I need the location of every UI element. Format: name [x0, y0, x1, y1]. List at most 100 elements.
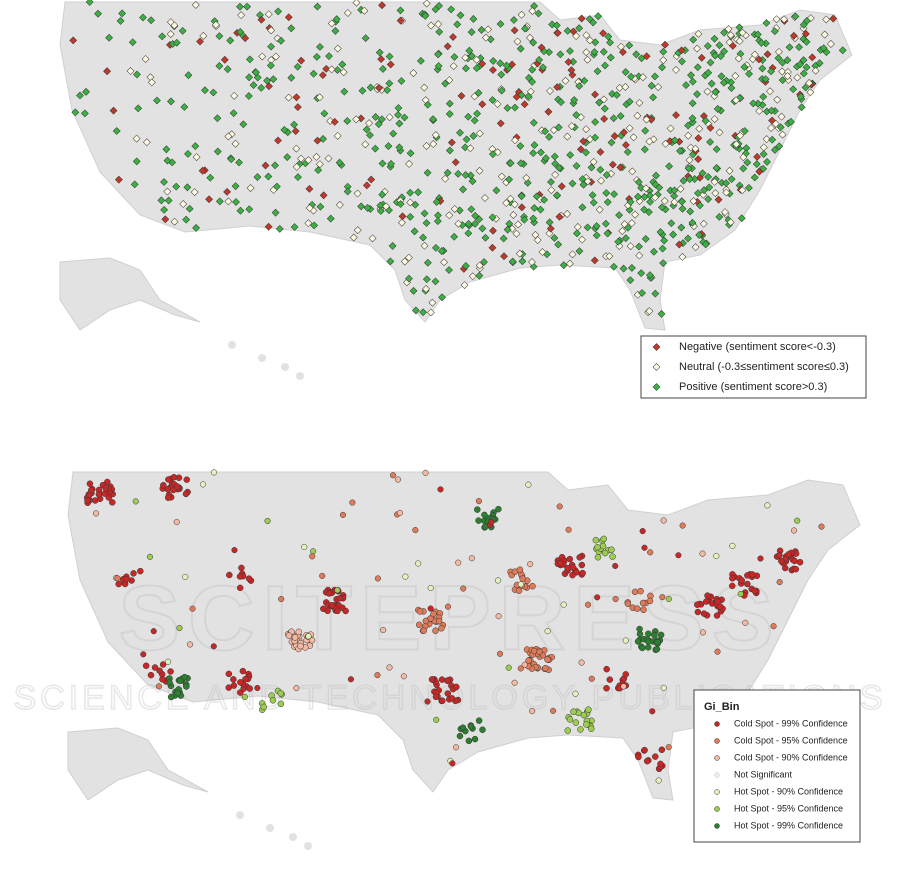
map-point [503, 104, 512, 112]
map-point [607, 138, 616, 147]
map-point [715, 41, 724, 50]
map-point [635, 242, 643, 251]
map-point [439, 697, 446, 705]
map-point [246, 184, 255, 192]
map-point [333, 131, 342, 140]
map-point [599, 47, 608, 56]
map-point [677, 46, 686, 55]
map-point [277, 690, 285, 697]
map-point [727, 175, 736, 184]
map-point [796, 60, 804, 69]
map-point [465, 737, 473, 745]
map-point [517, 665, 524, 672]
map-point [394, 104, 403, 112]
map-point [642, 184, 650, 193]
map-point [512, 93, 521, 101]
map-point [639, 599, 647, 607]
map-point [694, 155, 703, 163]
map-point [275, 224, 284, 233]
map-point [645, 137, 654, 146]
map-point [552, 21, 561, 30]
map-point [610, 132, 619, 140]
map-point [537, 43, 546, 52]
map-point [357, 202, 366, 211]
map-point [583, 223, 592, 232]
map-point [493, 100, 502, 108]
map-point [582, 48, 591, 57]
map-point [374, 120, 383, 129]
map-point [293, 62, 302, 71]
map-point [139, 13, 147, 22]
map-point [349, 233, 358, 242]
map-point [634, 192, 642, 201]
map-point [377, 55, 385, 63]
map-point [554, 123, 563, 132]
map-point [757, 39, 766, 47]
map-point [667, 219, 676, 228]
map-point [470, 92, 479, 101]
map-point [738, 186, 747, 195]
map-point [578, 561, 586, 569]
map-point [328, 602, 336, 609]
map-point [406, 188, 415, 197]
map-point [374, 672, 381, 679]
map-point [433, 716, 440, 723]
map-point [191, 1, 200, 9]
map-point [271, 161, 279, 170]
map-point [327, 19, 336, 28]
map-point [517, 192, 526, 201]
map-point [647, 81, 656, 90]
map-point [670, 186, 679, 195]
map-point [327, 65, 336, 74]
map-point [181, 673, 188, 681]
map-point [123, 575, 130, 583]
island [258, 354, 266, 362]
map-point [432, 244, 440, 252]
map-point [542, 154, 550, 163]
map-point [325, 590, 333, 597]
map-point [109, 499, 116, 506]
map-point [335, 158, 344, 167]
map-point [735, 23, 744, 32]
map-point [793, 73, 802, 82]
map-point [510, 16, 518, 24]
map-point [414, 188, 423, 197]
map-point [605, 252, 614, 261]
map-point [443, 168, 452, 177]
map-point [339, 511, 347, 518]
map-point [441, 174, 450, 183]
map-point [515, 249, 524, 258]
map-point [517, 203, 526, 212]
map-point [475, 261, 484, 270]
map-point [360, 6, 369, 15]
map-point [467, 52, 476, 60]
legend-symbol [652, 363, 661, 371]
map-point [495, 505, 502, 513]
map-point [454, 219, 463, 228]
map-point [783, 56, 792, 65]
map-point [530, 204, 539, 212]
map-point [174, 689, 182, 697]
map-point [445, 99, 454, 108]
map-point [386, 664, 393, 671]
map-point [563, 27, 572, 35]
map-point [603, 685, 610, 692]
map-point [749, 571, 756, 578]
map-point [167, 668, 174, 675]
map-point [658, 244, 667, 253]
map-point [770, 27, 779, 36]
map-point [544, 107, 553, 116]
map-point [716, 52, 725, 61]
map-point [763, 50, 772, 59]
map-point [238, 564, 245, 572]
map-point [377, 115, 386, 124]
map-point [472, 64, 481, 72]
map-point [142, 138, 151, 147]
map-point [695, 124, 704, 133]
map-point [694, 29, 703, 38]
map-point [164, 486, 172, 493]
map-point [640, 205, 649, 214]
map-point [434, 50, 442, 59]
map-point [210, 643, 217, 650]
map-point [694, 608, 702, 616]
